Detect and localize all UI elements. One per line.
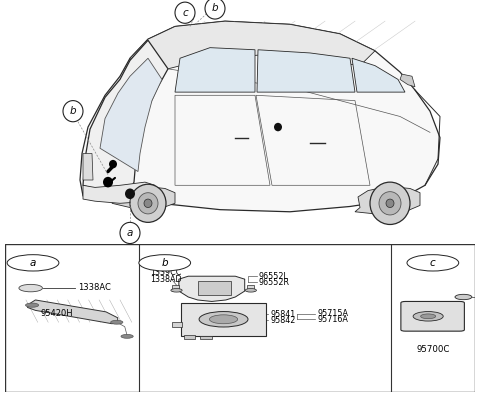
Text: 95841: 95841: [271, 310, 296, 318]
Text: 95715A: 95715A: [318, 309, 348, 318]
Bar: [247, 285, 254, 291]
Polygon shape: [83, 182, 155, 203]
Circle shape: [139, 255, 191, 271]
Circle shape: [209, 315, 238, 324]
Text: c: c: [430, 258, 436, 268]
Circle shape: [121, 334, 133, 338]
Bar: [172, 285, 179, 291]
Circle shape: [125, 188, 135, 199]
Circle shape: [379, 192, 401, 215]
Circle shape: [130, 184, 166, 223]
Text: a: a: [127, 228, 133, 238]
Polygon shape: [179, 276, 245, 301]
Polygon shape: [130, 21, 375, 80]
Text: 95842: 95842: [271, 316, 296, 324]
Circle shape: [171, 289, 182, 292]
Circle shape: [420, 314, 436, 319]
Bar: [172, 322, 182, 327]
Text: 95700C: 95700C: [416, 345, 450, 354]
Text: 96552L: 96552L: [259, 272, 288, 281]
Polygon shape: [83, 40, 168, 194]
Bar: [183, 335, 195, 339]
Polygon shape: [27, 300, 118, 324]
Circle shape: [245, 289, 256, 292]
Circle shape: [109, 160, 117, 168]
Circle shape: [63, 101, 83, 122]
Circle shape: [413, 312, 443, 321]
Text: 95716A: 95716A: [318, 315, 348, 324]
Bar: [181, 303, 266, 335]
Polygon shape: [112, 187, 175, 209]
Circle shape: [386, 199, 394, 208]
Bar: [198, 282, 230, 295]
Polygon shape: [352, 58, 405, 92]
Circle shape: [110, 320, 123, 324]
Circle shape: [25, 303, 39, 307]
Text: 1339CC: 1339CC: [151, 268, 182, 277]
Text: b: b: [161, 258, 168, 268]
Circle shape: [120, 223, 140, 244]
Polygon shape: [80, 21, 440, 212]
Polygon shape: [175, 48, 255, 92]
Circle shape: [370, 182, 410, 225]
Circle shape: [7, 255, 59, 271]
Circle shape: [274, 123, 282, 131]
Circle shape: [199, 312, 248, 327]
Polygon shape: [83, 154, 93, 180]
Polygon shape: [257, 50, 355, 92]
Text: c: c: [182, 8, 188, 18]
Circle shape: [407, 255, 459, 271]
FancyBboxPatch shape: [401, 301, 464, 331]
Bar: [200, 336, 212, 339]
Text: 1338AD: 1338AD: [151, 275, 182, 284]
Text: a: a: [30, 258, 36, 268]
Polygon shape: [100, 58, 162, 171]
Circle shape: [175, 2, 195, 23]
Circle shape: [138, 193, 158, 214]
Circle shape: [205, 0, 225, 19]
Circle shape: [144, 199, 152, 208]
Text: b: b: [212, 4, 218, 13]
Circle shape: [103, 177, 113, 187]
Circle shape: [19, 284, 42, 292]
Text: 1338AC: 1338AC: [78, 283, 110, 292]
Text: b: b: [70, 106, 76, 116]
Text: 95420H: 95420H: [40, 309, 72, 318]
Text: 96552R: 96552R: [259, 278, 290, 287]
Circle shape: [455, 294, 472, 300]
Polygon shape: [355, 187, 420, 214]
Polygon shape: [400, 74, 415, 87]
